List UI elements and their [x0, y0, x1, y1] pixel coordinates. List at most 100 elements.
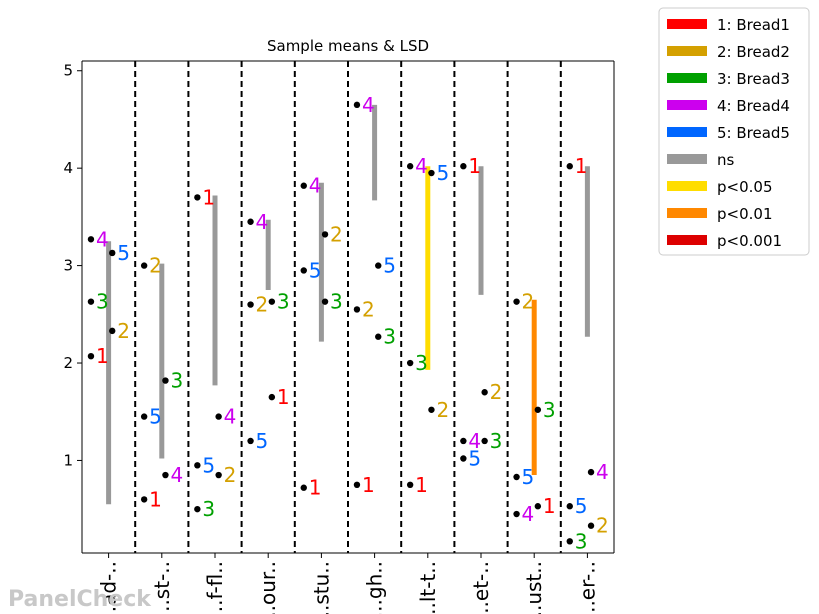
product-label: 4	[224, 405, 237, 429]
mean-dot	[353, 481, 361, 489]
mean-dot	[353, 101, 361, 109]
product-label: 5	[383, 254, 396, 278]
mean-dot	[247, 301, 254, 308]
mean-dot	[534, 503, 542, 510]
product-label: 3	[330, 290, 343, 314]
mean-dot	[140, 496, 148, 503]
product-label: 2	[330, 222, 343, 246]
mean-dot	[406, 359, 414, 367]
x-tick-label: ...our..	[256, 561, 280, 614]
y-tick-label: 5	[63, 62, 73, 80]
legend: 1: Bread1 2: Bread2 3: Bread3 4: Bread4 5: B…	[658, 7, 810, 256]
mean-dot	[140, 262, 148, 269]
product-label: 1	[362, 473, 375, 497]
y-tick-label: 1	[63, 451, 73, 469]
mean-dot	[460, 455, 467, 462]
x-tick-label: ...st-..	[150, 561, 174, 614]
product-label: 3	[575, 529, 588, 553]
mean-dot	[300, 267, 307, 274]
mean-dot	[460, 437, 467, 445]
product-label: 2	[224, 463, 237, 487]
mean-dot	[321, 231, 329, 238]
mean-dot	[406, 163, 414, 170]
legend-label: 2: Bread2	[717, 43, 790, 61]
product-label: 3	[202, 497, 215, 521]
legend-label: p<0.001	[717, 232, 782, 250]
product-label: 4	[596, 460, 609, 484]
mean-dot	[268, 393, 276, 401]
product-label: 2	[522, 290, 535, 314]
mean-dot	[247, 218, 254, 225]
mean-dot	[194, 505, 201, 513]
product-label: 1	[415, 473, 428, 497]
product-label: 1	[149, 487, 162, 511]
plot-area: 12345...ad-..12354...st-..14532...f-fl..…	[63, 60, 615, 614]
chart-title: Sample means & LSD	[267, 37, 429, 55]
product-label: 2	[256, 293, 269, 317]
product-label: 4	[170, 463, 183, 487]
mean-dot	[587, 468, 595, 476]
product-label: 1	[309, 476, 322, 500]
product-label: 1	[96, 344, 109, 368]
mean-dot	[109, 249, 116, 257]
product-label: 3	[96, 290, 109, 314]
mean-dot	[587, 522, 595, 529]
product-label: 5	[575, 494, 588, 518]
product-label: 5	[522, 465, 535, 489]
mean-dot	[375, 262, 382, 269]
product-label: 2	[117, 319, 130, 343]
mean-dot	[428, 406, 435, 413]
mean-dot	[162, 377, 169, 384]
mean-dot	[353, 306, 361, 313]
mean-dot	[534, 406, 542, 413]
product-label: 4	[522, 502, 535, 526]
product-label: 3	[415, 351, 428, 375]
product-label: 3	[543, 398, 556, 422]
y-tick-label: 4	[63, 159, 73, 177]
mean-dot	[300, 484, 307, 491]
mean-dot	[406, 481, 414, 489]
legend-label: ns	[717, 151, 735, 169]
legend-label: 4: Bread4	[717, 97, 790, 115]
x-tick-label: ...ad-..	[97, 561, 121, 614]
x-tick-label: ...stu..	[309, 561, 333, 614]
product-label: 1	[575, 154, 588, 178]
product-label: 4	[256, 210, 269, 234]
x-tick-label: ...et-..	[469, 561, 493, 614]
product-label: 4	[468, 429, 481, 453]
mean-dot	[513, 298, 520, 305]
mean-dot	[162, 471, 169, 479]
product-label: 1	[468, 154, 481, 178]
mean-dot	[215, 413, 222, 420]
product-label: 5	[468, 446, 481, 470]
mean-dot	[194, 194, 201, 201]
mean-dot	[428, 169, 435, 177]
x-tick-label: ...f-fl..	[203, 561, 227, 614]
mean-dot	[481, 437, 488, 445]
y-tick-label: 3	[63, 257, 73, 275]
product-label: 5	[117, 241, 130, 265]
product-label: 5	[149, 405, 162, 429]
product-label: 5	[202, 453, 215, 477]
mean-dot	[513, 510, 520, 518]
product-label: 3	[170, 369, 183, 393]
y-tick-label: 2	[63, 354, 73, 372]
mean-dot	[566, 538, 573, 545]
product-label: 1	[202, 185, 215, 209]
mean-dot	[481, 389, 488, 396]
product-label: 1	[543, 494, 556, 518]
product-label: 2	[362, 297, 375, 321]
legend-frame	[658, 7, 810, 256]
legend-label: p<0.01	[717, 205, 773, 223]
mean-dot	[87, 298, 95, 305]
mean-dot	[87, 236, 95, 243]
mean-dot	[140, 413, 148, 420]
product-label: 3	[490, 429, 503, 453]
product-label: 4	[309, 174, 322, 198]
mean-dot	[513, 473, 520, 481]
mean-dot	[321, 298, 329, 305]
product-label: 2	[436, 398, 449, 422]
mean-dot	[566, 163, 573, 170]
product-label: 5	[436, 161, 449, 185]
